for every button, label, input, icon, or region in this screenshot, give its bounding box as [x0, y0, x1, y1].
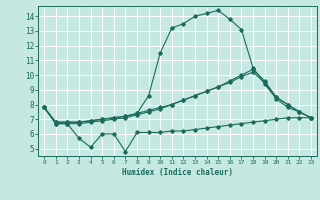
- X-axis label: Humidex (Indice chaleur): Humidex (Indice chaleur): [122, 168, 233, 177]
